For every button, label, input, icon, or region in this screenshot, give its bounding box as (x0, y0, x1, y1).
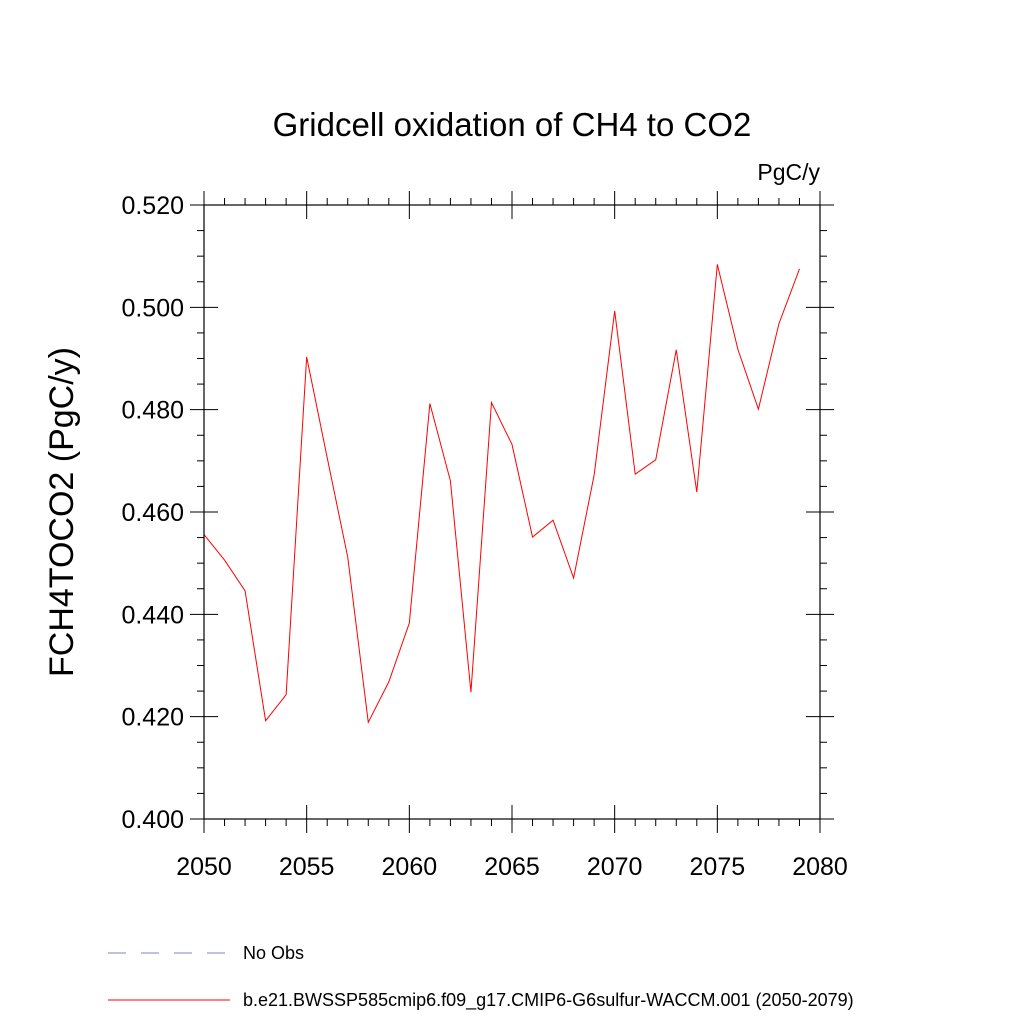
y-tick-label: 0.500 (121, 294, 184, 322)
units-label: PgC/y (757, 159, 820, 185)
plot-frame (203, 204, 821, 820)
legend-label-no-obs: No Obs (243, 943, 304, 963)
x-tick-label: 2055 (279, 853, 335, 881)
y-tick-label: 0.420 (121, 704, 184, 732)
x-tick-label: 2050 (176, 853, 232, 881)
y-tick-label: 0.440 (121, 601, 184, 629)
legend: No Obs b.e21.BWSSP585cmip6.f09_g17.CMIP6… (108, 943, 854, 1011)
x-tick-labels: 2050 2055 2060 2065 2070 2075 2080 (176, 853, 848, 881)
series-line-0 (203, 264, 800, 724)
y-tick-label: 0.460 (121, 499, 184, 527)
y-tick-label: 0.400 (121, 806, 184, 834)
x-tick-label: 2065 (484, 853, 540, 881)
legend-label-series: b.e21.BWSSP585cmip6.f09_g17.CMIP6-G6sulf… (243, 990, 854, 1011)
x-tick-label: 2070 (587, 853, 643, 881)
y-tick-label: 0.480 (121, 397, 184, 425)
y-axis-label: FCH4TOCO2 (PgC/y) (43, 347, 81, 677)
series-lines (203, 264, 800, 724)
x-tick-label: 2080 (792, 853, 848, 881)
x-tick-label: 2060 (382, 853, 438, 881)
chart-title: Gridcell oxidation of CH4 to CO2 (273, 106, 752, 143)
x-tick-label: 2075 (690, 853, 746, 881)
y-tick-labels: 0.400 0.420 0.440 0.460 0.480 0.500 0.520 (121, 192, 184, 834)
y-tick-label: 0.520 (121, 192, 184, 220)
axis-ticks (190, 191, 834, 833)
